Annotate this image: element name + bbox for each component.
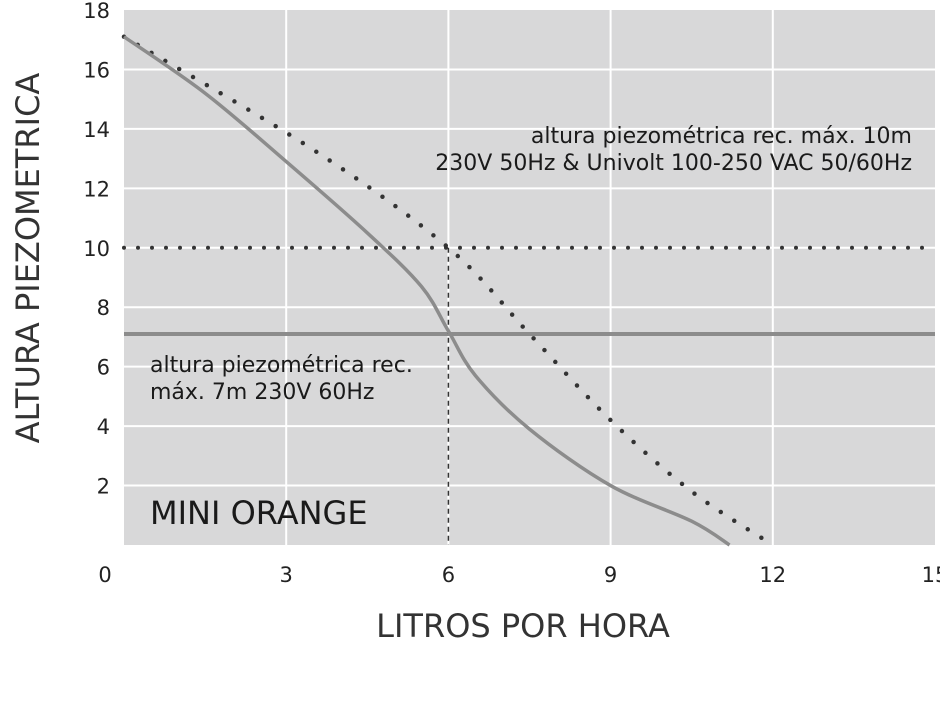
tick-labels: 0 3 6 9 12 15 2 4 6 8 10 12 14 16 18 (83, 0, 940, 587)
x-tick-label: 0 (98, 563, 111, 587)
plot-background (124, 10, 935, 545)
ref-line-7m-label-2: máx. 7m 230V 60Hz (150, 380, 374, 405)
product-name-label: MINI ORANGE (150, 494, 368, 532)
y-tick-label: 10 (83, 237, 110, 261)
series-curve-solid (123, 35, 731, 547)
y-tick-label: 18 (83, 0, 110, 23)
ref-line-10m-label-1: altura piezométrica rec. máx. 10m (531, 124, 912, 149)
chart-marks (121, 34, 937, 548)
x-tick-label: 15 (922, 563, 940, 587)
x-tick-label: 6 (442, 563, 455, 587)
y-tick-label: 14 (83, 118, 110, 142)
x-tick-label: 3 (280, 563, 293, 587)
y-tick-label: 6 (97, 356, 110, 380)
y-tick-label: 4 (97, 415, 110, 439)
x-axis-title: LITROS POR HORA (376, 607, 670, 645)
y-tick-label: 16 (83, 58, 110, 82)
y-axis-title: ALTURA PIEZOMETRICA (9, 73, 47, 444)
x-tick-label: 12 (759, 563, 786, 587)
y-tick-label: 8 (97, 296, 110, 320)
series-curve-dotted (121, 34, 776, 548)
y-tick-label: 12 (83, 177, 110, 201)
ref-line-10m-label-2: 230V 50Hz & Univolt 100-250 VAC 50/60Hz (435, 151, 912, 176)
ref-line-7m-label-1: altura piezométrica rec. (150, 353, 413, 378)
y-tick-label: 2 (97, 475, 110, 499)
x-tick-label: 9 (604, 563, 617, 587)
